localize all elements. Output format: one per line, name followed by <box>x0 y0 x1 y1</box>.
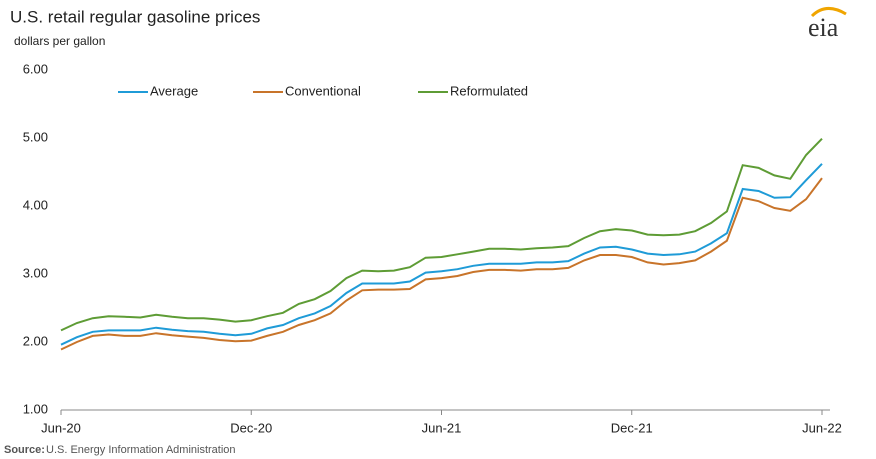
y-tick-label: 5.00 <box>23 129 48 144</box>
logo: eia <box>808 13 839 42</box>
x-tick-label: Dec-20 <box>230 420 272 435</box>
x-tick-label: Jun-22 <box>802 420 842 435</box>
source-label: Source: <box>4 444 45 456</box>
y-tick-label: 3.00 <box>23 265 48 280</box>
chart-title: U.S. retail regular gasoline prices <box>10 7 260 26</box>
source: U.S. Energy Information Administration <box>46 444 236 456</box>
y-tick-label: 6.00 <box>23 61 48 76</box>
legend-label: Reformulated <box>450 83 528 98</box>
series-line <box>60 177 823 351</box>
chart-subtitle: dollars per gallon <box>14 34 105 48</box>
legend-label: Average <box>150 83 198 98</box>
x-tick-label: Jun-21 <box>422 420 462 435</box>
series-line <box>60 138 823 332</box>
y-tick-label: 4.00 <box>23 197 48 212</box>
series-line <box>60 163 823 346</box>
y-tick-label: 1.00 <box>23 401 48 416</box>
x-tick-label: Dec-21 <box>611 420 653 435</box>
logo-arc <box>810 7 847 18</box>
x-tick-label: Jun-20 <box>41 420 81 435</box>
legend-label: Conventional <box>285 83 361 98</box>
y-tick-label: 2.00 <box>23 333 48 348</box>
